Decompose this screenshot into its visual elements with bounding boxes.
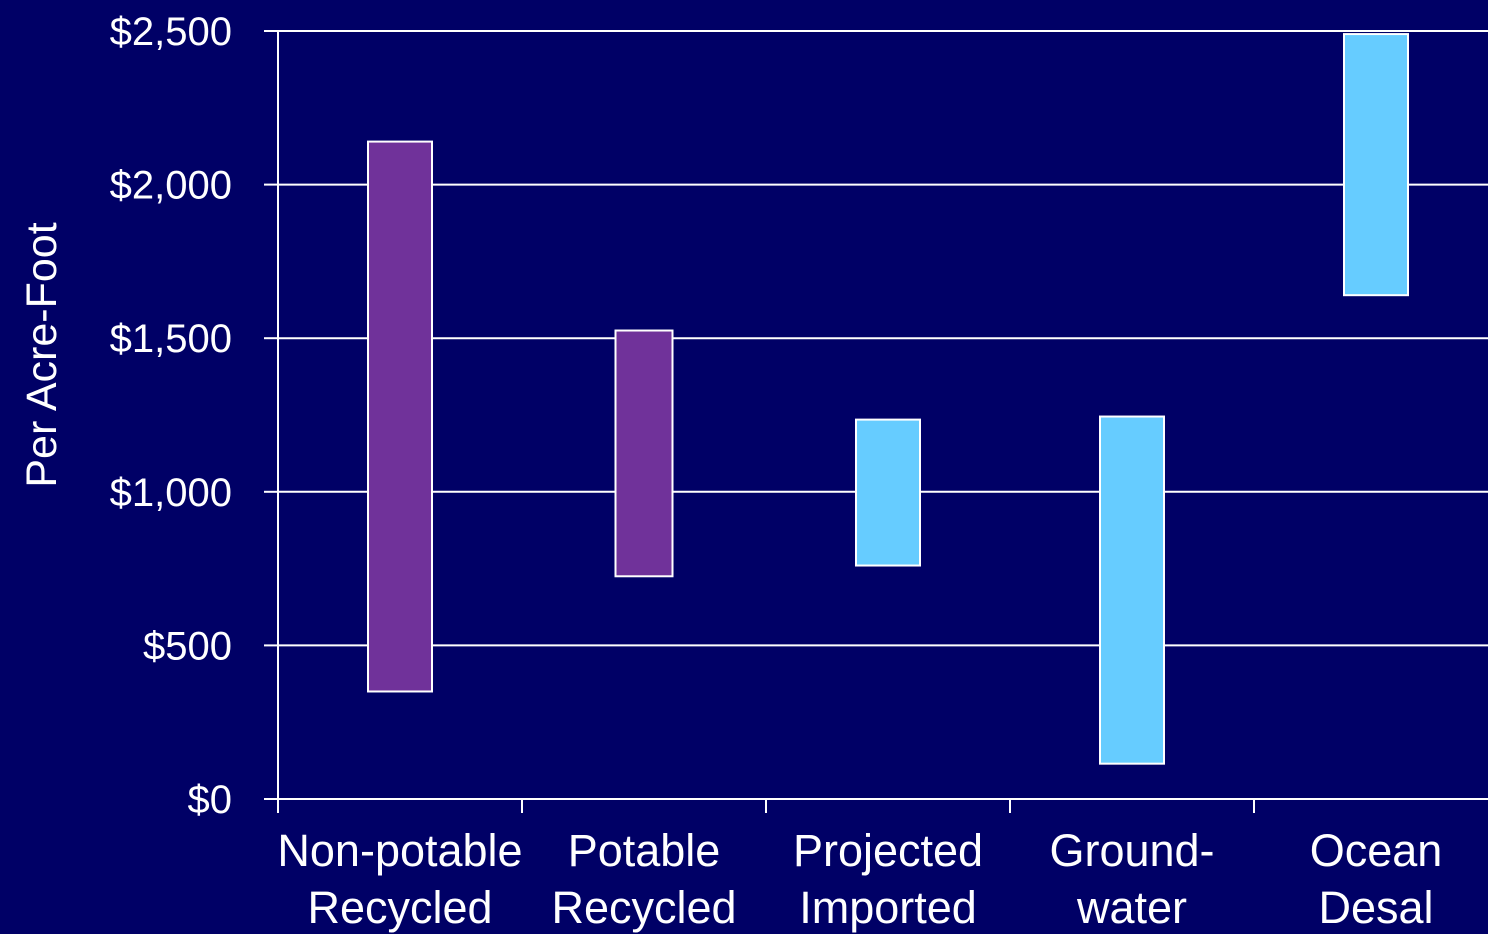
x-category-label: Ocean [1310, 825, 1443, 876]
y-tick-label: $1,000 [110, 471, 232, 515]
x-category-label: Non-potable [277, 825, 522, 876]
y-tick-label: $500 [143, 624, 232, 668]
range-bar-ocean-desal [1343, 33, 1409, 297]
x-category-label: water [1076, 882, 1187, 933]
gridlines [278, 30, 1488, 647]
x-category-label: Ground- [1049, 825, 1214, 876]
x-category-label: Desal [1318, 882, 1433, 933]
x-category-label: Imported [799, 882, 977, 933]
y-tick-label: $1,500 [110, 317, 232, 361]
range-bar-potable-recycled [614, 329, 674, 578]
x-category-label: Recycled [551, 882, 736, 933]
y-tick-label: $0 [188, 778, 233, 822]
x-category-labels: Non-potable Recycled Potable Recycled Projec… [277, 825, 1442, 933]
y-tick-labels: $0 $500 $1,000 $1,500 $2,000 $2,500 [110, 10, 232, 822]
range-bar-non-potable-recycled [367, 140, 433, 693]
x-category-label: Projected [793, 825, 983, 876]
x-category-label: Potable [568, 825, 721, 876]
bars [367, 33, 1409, 765]
y-tick-label: $2,500 [110, 10, 232, 54]
x-category-label: Recycled [307, 882, 492, 933]
y-axis-title: Per Acre-Foot [18, 222, 66, 487]
y-tick-label: $2,000 [110, 164, 232, 208]
axes [264, 30, 1488, 813]
range-bar-projected-imported [855, 418, 921, 567]
range-bar-groundwater [1099, 415, 1165, 765]
